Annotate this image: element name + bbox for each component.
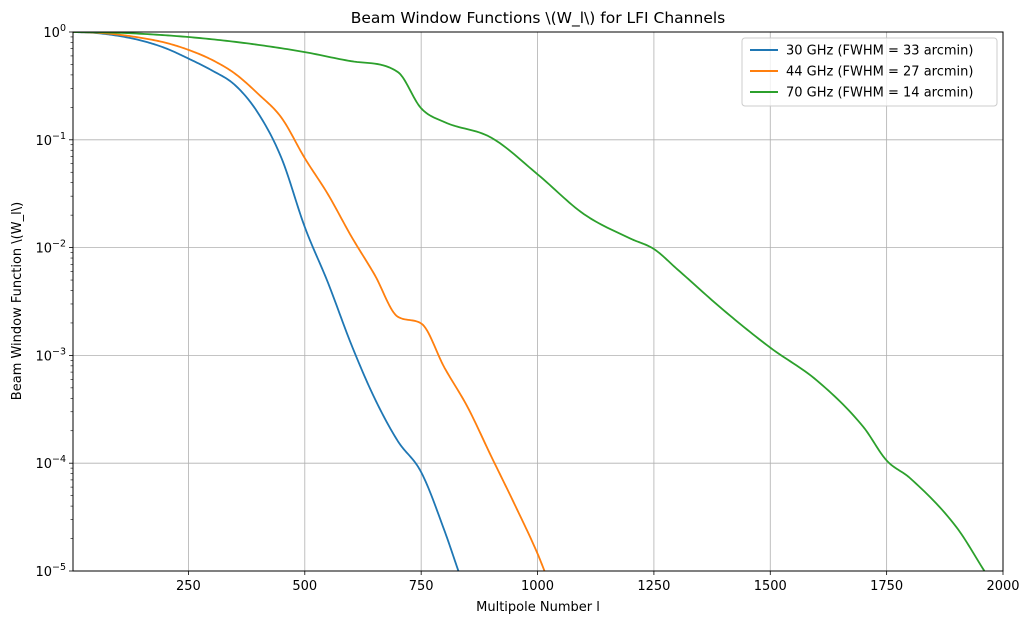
legend-label-3: 70 GHz (FWHM = 14 arcmin) xyxy=(786,86,973,101)
y-tick-label: 100 xyxy=(43,23,66,41)
grid xyxy=(73,32,1003,571)
x-axis-label: Multipole Number l xyxy=(476,600,600,615)
plot-frame xyxy=(72,31,1004,572)
x-tick-label: 1500 xyxy=(754,579,787,594)
y-axis-label: Beam Window Function \(W_l\) xyxy=(10,202,25,400)
series-group xyxy=(73,32,986,571)
legend: 30 GHz (FWHM = 33 arcmin) 44 GHz (FWHM = … xyxy=(741,37,998,107)
x-tick-label: 1000 xyxy=(521,579,554,594)
y-tick-label: 10−2 xyxy=(35,239,66,257)
x-axis: 250 500 750 1000 1250 1500 1750 2000 xyxy=(176,571,1020,594)
x-tick-label: 250 xyxy=(176,579,201,594)
legend-box xyxy=(741,37,998,107)
x-tick-label: 500 xyxy=(292,579,317,594)
y-axis: 10−5 10−4 10−3 10−2 10−1 100 xyxy=(35,23,73,580)
legend-label-2: 44 GHz (FWHM = 27 arcmin) xyxy=(786,65,973,80)
x-tick-label: 1750 xyxy=(870,579,903,594)
legend-label-1: 30 GHz (FWHM = 33 arcmin) xyxy=(786,44,973,59)
y-tick-label: 10−5 xyxy=(35,562,66,580)
series-line-1 xyxy=(73,32,460,571)
y-tick-label: 10−1 xyxy=(35,131,66,149)
chart-title: Beam Window Functions \(W_l\) for LFI Ch… xyxy=(351,9,726,28)
x-tick-label: 750 xyxy=(409,579,434,594)
y-tick-label: 10−3 xyxy=(35,346,66,364)
series-line-2 xyxy=(73,32,546,571)
series-line-3 xyxy=(73,32,986,571)
x-tick-label: 1250 xyxy=(637,579,670,594)
y-tick-label: 10−4 xyxy=(35,454,66,472)
x-tick-label: 2000 xyxy=(986,579,1019,594)
